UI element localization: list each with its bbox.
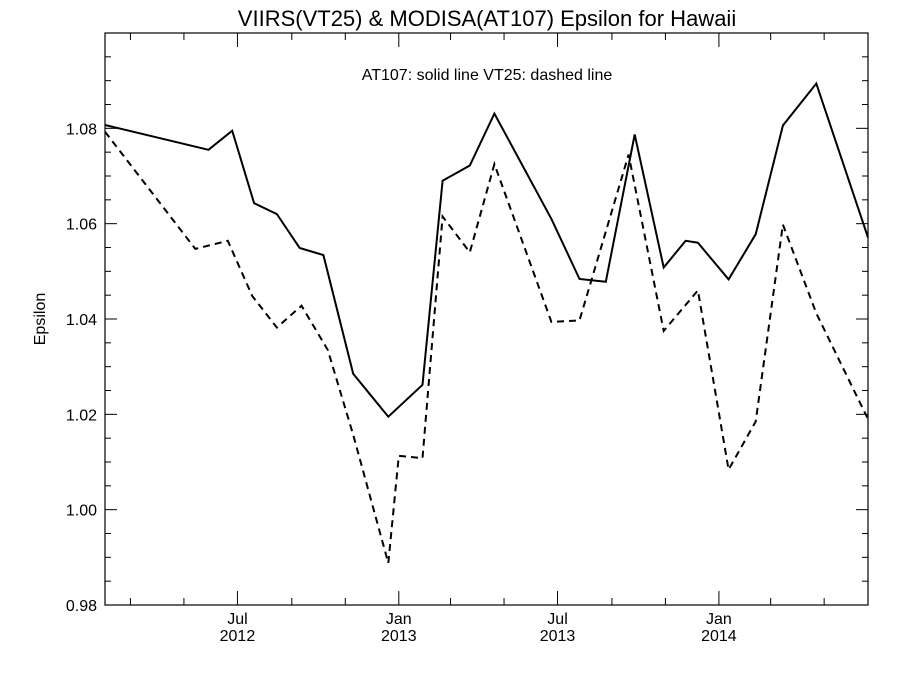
- y-tick-label: 1.04: [66, 312, 97, 329]
- series-line-vt25: [104, 131, 869, 564]
- y-tick-label: 1.08: [66, 121, 97, 138]
- x-tick-label-year: 2012: [220, 628, 256, 645]
- x-tick-label-month: Jul: [547, 611, 567, 628]
- x-tick-label-month: Jan: [706, 611, 732, 628]
- x-tick-label-month: Jan: [386, 611, 412, 628]
- y-axis-ticks: 0.98 1.00 1.02 1.04 1.06 1.08: [66, 32, 868, 615]
- x-tick-label-year: 2014: [701, 628, 737, 645]
- plot-frame: [104, 32, 869, 606]
- series-style-note: AT107: solid line VT25: dashed line: [362, 67, 613, 84]
- chart-title: VIIRS(VT25) & MODISA(AT107) Epsilon for …: [238, 6, 736, 31]
- series-line-at107: [104, 81, 869, 419]
- y-tick-label: 1.00: [66, 503, 97, 520]
- y-axis-label: Epsilon: [32, 293, 49, 345]
- y-tick-label: 1.02: [66, 407, 97, 424]
- series-lines: [104, 81, 869, 564]
- x-tick-label-year: 2013: [381, 628, 417, 645]
- x-tick-label-year: 2013: [540, 628, 576, 645]
- x-tick-label-month: Jul: [227, 611, 247, 628]
- y-tick-label: 1.06: [66, 217, 97, 234]
- y-tick-label: 0.98: [66, 598, 97, 615]
